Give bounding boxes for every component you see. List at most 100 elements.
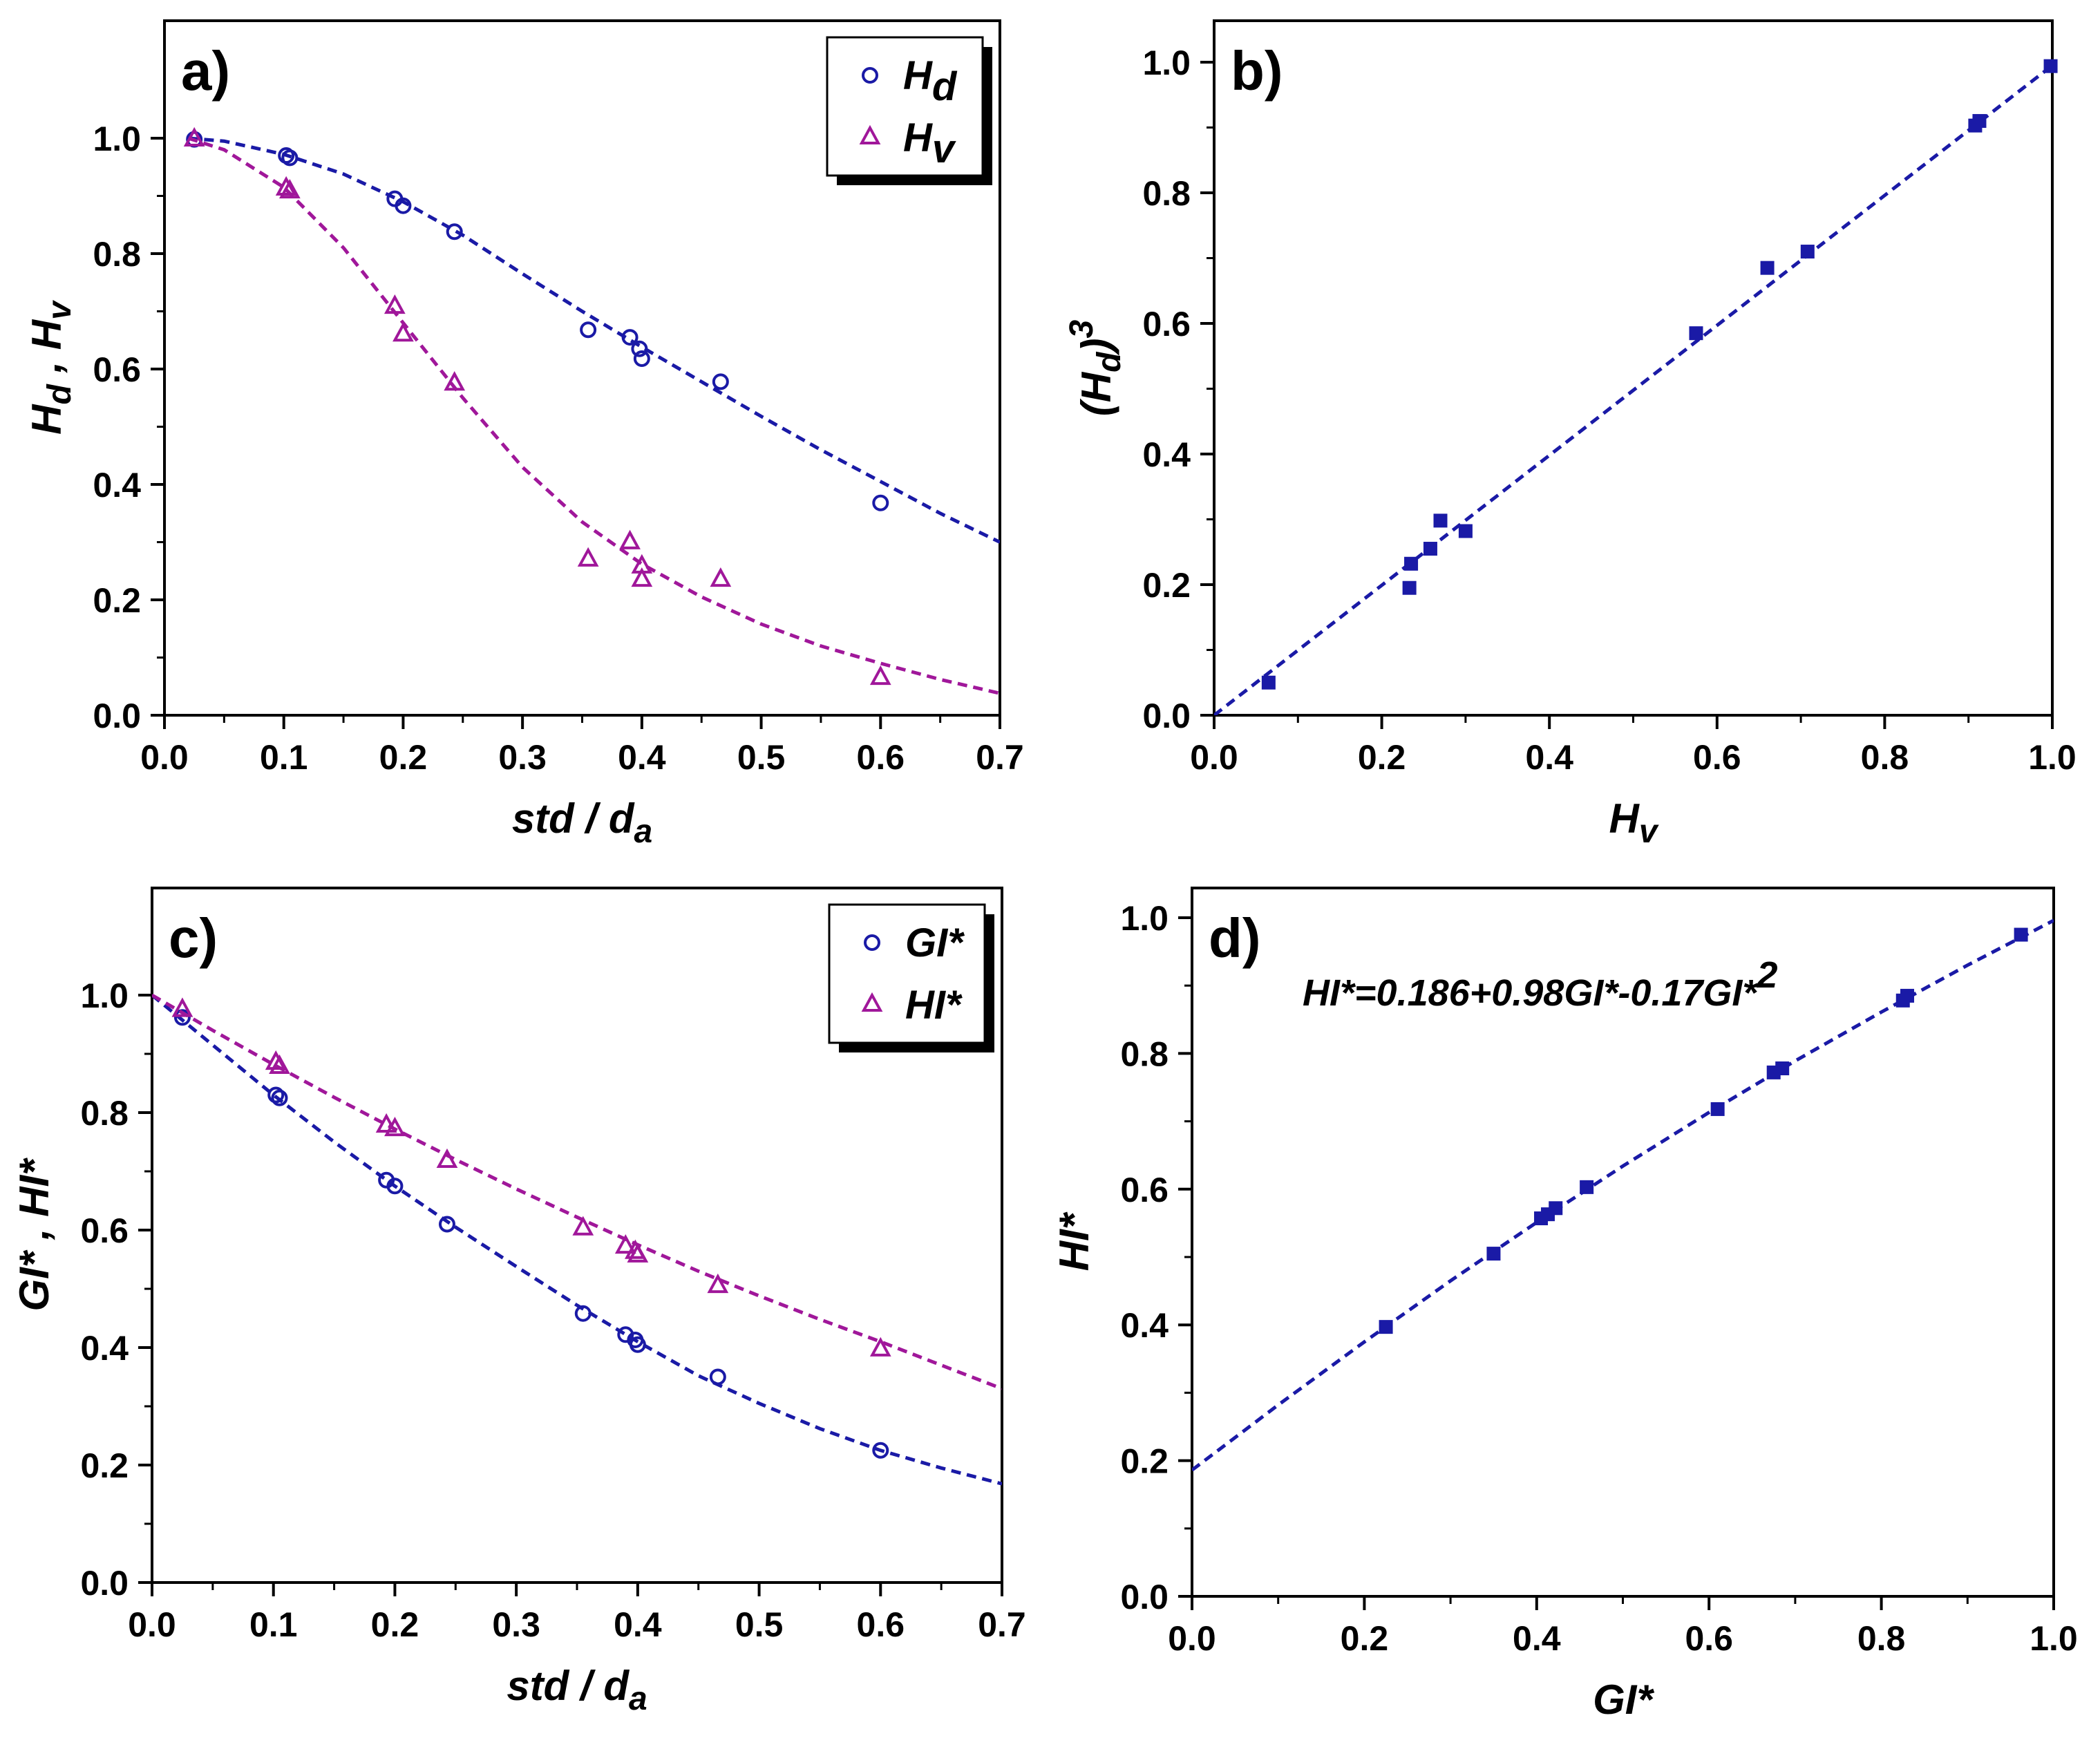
y-tick-label: 1.0 (93, 120, 141, 158)
panel-d: 0.0 0.2 0.4 0.6 0.8 1.0 0.0 0.2 0.4 0.6 0.8 1.0 d) GI… (1051, 887, 2078, 1723)
fit-line-1 (1214, 64, 2052, 715)
x-tick-label: 0.1 (260, 738, 308, 777)
data-point-circle (386, 1178, 404, 1195)
x-tick-label: 0.5 (737, 738, 786, 777)
x-tick-label: 0.4 (618, 738, 666, 777)
x-tick-label: 0.0 (128, 1605, 176, 1644)
data-point-square (1486, 1247, 1501, 1261)
y-tick-label: 0.0 (1120, 1578, 1169, 1616)
fit-line-1 (152, 994, 1002, 1486)
y-tick-label: 0.6 (93, 350, 141, 389)
x-tick-label: 0.2 (371, 1605, 419, 1644)
x-axis-title-sub: a (629, 1681, 647, 1717)
legend-box (826, 36, 984, 177)
data-point-square (1689, 326, 1703, 341)
fit-equation-main: HI*=0.186+0.98GI*-0.17GI* (1303, 972, 1759, 1014)
x-tick-label: 0.5 (735, 1605, 784, 1644)
data-point-square (1972, 114, 1987, 129)
y-axis-title: HI* (1051, 1211, 1097, 1271)
data-point-square (1775, 1061, 1790, 1076)
fit-line-1 (188, 136, 1000, 544)
x-tick-label: 0.2 (1358, 738, 1406, 777)
x-tick-label: 0.6 (1693, 738, 1741, 777)
fit-equation-sup: 2 (1756, 954, 1777, 996)
data-point-triangle (275, 176, 297, 196)
y-axis-title-part: , (23, 350, 70, 384)
legend-label-main: H (903, 115, 933, 160)
data-point-triangle (278, 179, 301, 199)
y-tick-label: 0.4 (1142, 435, 1191, 474)
legend-label: Hd (903, 53, 958, 109)
legend-marker-triangle (859, 124, 881, 144)
data-point-triangle (710, 567, 732, 587)
x-tick-label: 0.8 (1857, 1619, 1906, 1658)
panel-c: 0.0 0.1 0.2 0.3 0.4 0.5 0.6 0.7 0.0 0.2 0.4 0.6 0.8 1… (11, 887, 1026, 1717)
y-tick-label: 1.0 (1142, 44, 1191, 82)
x-axis-title: Hv (1609, 795, 1658, 850)
x-tick-label: 0.6 (857, 738, 905, 777)
data-point-circle (631, 340, 648, 357)
y-axis-title-sub: d (41, 384, 78, 405)
x-tick-label: 0.1 (249, 1605, 298, 1644)
data-point-triangle (183, 126, 205, 147)
data-point-circle (574, 1305, 592, 1322)
y-axis-title-part: , (11, 1217, 57, 1251)
legend-label: GI* (905, 920, 965, 965)
y-tick-label: 0.8 (93, 235, 141, 274)
panel-label: d) (1209, 907, 1261, 969)
x-tick-label: 0.7 (976, 738, 1024, 777)
x-tick-label: 0.2 (1341, 1619, 1389, 1658)
data-point-square (1433, 513, 1448, 528)
panel-label: b) (1231, 40, 1283, 102)
y-tick-label: 0.2 (1120, 1442, 1169, 1481)
data-point-circle (267, 1086, 285, 1104)
legend-box (828, 903, 986, 1044)
x-tick-label: 0.0 (1190, 738, 1238, 777)
legend-label: HI* (905, 983, 963, 1028)
data-point-circle (271, 1089, 288, 1106)
x-tick-label: 0.4 (614, 1605, 662, 1644)
y-tick-label: 0.8 (1120, 1035, 1169, 1073)
y-tick-label: 0.8 (80, 1094, 129, 1133)
data-point-circle (446, 223, 463, 240)
x-tick-label: 0.6 (857, 1605, 905, 1644)
y-axis-title: GI* , HI* (11, 1158, 57, 1312)
y-axis-title-part: HI* (1051, 1211, 1097, 1271)
legend-marker-circle (864, 934, 880, 951)
y-tick-label: 1.0 (80, 976, 129, 1015)
y-tick-label: 1.0 (1120, 899, 1169, 938)
y-tick-label: 0.4 (93, 466, 141, 504)
data-point-circle (580, 321, 597, 339)
panel-label: a) (181, 40, 230, 102)
data-point-square (1379, 1320, 1393, 1334)
data-point-square (1423, 542, 1437, 556)
panel-b: 0.0 0.2 0.4 0.6 0.8 1.0 0.0 0.2 0.4 0.6 0.8 1.0 b) Hv… (1063, 19, 2077, 850)
fit-equation: HI*=0.186+0.98GI*-0.17GI*2 (1303, 954, 1778, 1014)
data-point-triangle (269, 1054, 290, 1075)
x-tick-label: 0.3 (498, 738, 547, 777)
legend-label-main: GI* (905, 920, 965, 965)
data-point-square (1760, 261, 1775, 275)
x-tick-label: 0.4 (1513, 1619, 1561, 1658)
x-axis-title-main: std / d (512, 795, 635, 842)
y-tick-label: 0.2 (93, 581, 141, 620)
x-axis-title-sub: a (634, 813, 652, 850)
data-point-circle (872, 494, 889, 511)
data-point-triangle (392, 322, 414, 342)
y-axis-title-sub: d (1091, 351, 1128, 372)
x-tick-label: 1.0 (2030, 1619, 2078, 1658)
x-axis-title-main: H (1609, 795, 1640, 842)
data-point-square (1900, 988, 1915, 1003)
data-point-triangle (614, 1234, 636, 1254)
x-tick-label: 0.3 (492, 1605, 540, 1644)
data-point-square (1261, 675, 1276, 690)
data-point-square (1402, 580, 1417, 595)
legend-label: Hv (903, 115, 956, 171)
data-point-square (1404, 556, 1419, 571)
y-tick-label: 0.6 (1120, 1171, 1169, 1209)
y-axis-title-part: GI* (11, 1249, 57, 1311)
y-axis-title: (Hd)3 (1063, 320, 1128, 417)
data-point-square (1710, 1102, 1725, 1116)
data-point-circle (173, 1009, 191, 1026)
